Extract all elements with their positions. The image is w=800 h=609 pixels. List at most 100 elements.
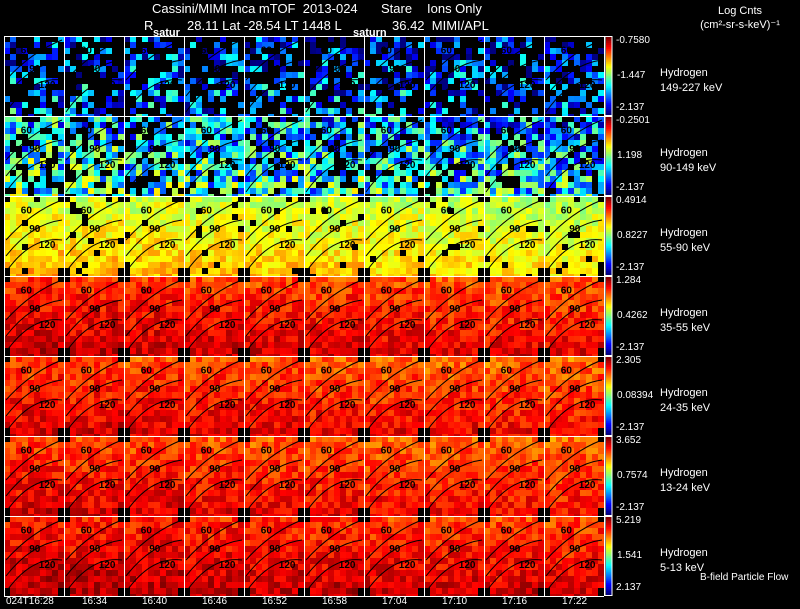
contour-label: 120 — [279, 240, 296, 251]
pixel — [292, 96, 298, 102]
pixel — [460, 336, 466, 342]
pixel — [34, 214, 40, 220]
pixel — [184, 282, 190, 288]
pixel — [112, 348, 118, 354]
pixel — [598, 244, 604, 250]
pixel — [508, 282, 514, 288]
pixel — [298, 226, 304, 232]
pixel — [70, 196, 76, 202]
pixel — [214, 348, 220, 354]
pixel — [154, 84, 160, 90]
pixel — [586, 324, 592, 330]
pixel — [580, 282, 586, 288]
pixel — [142, 194, 148, 196]
pixel — [88, 256, 94, 262]
pixel — [556, 152, 562, 158]
pixel — [424, 202, 430, 208]
pixel — [112, 306, 118, 312]
pixel — [490, 256, 496, 262]
pixel — [598, 116, 604, 122]
field-contour — [365, 299, 423, 337]
pixel — [418, 170, 424, 176]
pixel — [286, 274, 292, 276]
pixel — [382, 232, 388, 238]
pixel — [106, 134, 112, 140]
pixel — [322, 220, 328, 226]
field-contour — [365, 279, 423, 321]
pixel — [346, 288, 352, 294]
pixel — [190, 226, 196, 232]
pixel — [118, 194, 124, 196]
pixel — [238, 214, 244, 220]
pixel — [214, 66, 220, 72]
pixel — [160, 268, 166, 274]
colorbar-segment — [606, 132, 612, 136]
pixel — [514, 256, 520, 262]
pixel — [286, 96, 292, 102]
pixel — [574, 306, 580, 312]
pixel — [142, 342, 148, 348]
pixel — [514, 196, 520, 202]
pixel — [16, 288, 22, 294]
pixel — [160, 202, 166, 208]
pixel — [106, 128, 112, 134]
pixel — [394, 256, 400, 262]
pixel — [256, 176, 262, 182]
pixel — [550, 102, 556, 108]
pixel — [460, 282, 466, 288]
pixel — [160, 294, 166, 300]
pixel — [556, 256, 562, 262]
pixel — [232, 256, 238, 262]
pixel — [442, 36, 448, 42]
pixel — [196, 220, 202, 226]
pixel — [136, 90, 142, 96]
pixel — [88, 282, 94, 288]
pixel — [94, 380, 100, 386]
pixel — [322, 128, 328, 134]
pixel — [478, 244, 484, 250]
pixel — [406, 342, 412, 348]
pixel — [478, 330, 484, 336]
pixel — [184, 250, 190, 256]
pixel — [550, 108, 556, 114]
pixel — [340, 256, 346, 262]
pixel — [250, 60, 256, 66]
colorbar-segment — [606, 37, 612, 40]
colorbar-segment — [606, 146, 612, 149]
pixel — [352, 48, 358, 54]
pixel — [256, 300, 262, 306]
pixel — [10, 66, 16, 72]
pixel — [232, 208, 238, 214]
pixel — [82, 398, 88, 404]
pixel — [64, 202, 70, 208]
pixel — [442, 262, 448, 268]
pixel — [190, 176, 196, 182]
pixel — [292, 330, 298, 336]
pixel — [220, 202, 226, 208]
pixel — [106, 318, 112, 324]
pixel — [328, 268, 334, 274]
pixel — [148, 312, 154, 318]
pixel — [190, 146, 196, 152]
pixel — [346, 188, 352, 194]
pixel — [454, 214, 460, 220]
pixel — [124, 226, 130, 232]
pixel — [568, 354, 574, 356]
pixel — [16, 196, 22, 202]
pixel — [40, 374, 46, 380]
pixel — [586, 202, 592, 208]
pixel — [214, 324, 220, 330]
pixel — [250, 208, 256, 214]
pixel — [250, 330, 256, 336]
pixel — [322, 226, 328, 232]
pixel — [400, 170, 406, 176]
colorbar-segment — [606, 183, 612, 186]
pixel — [514, 158, 520, 164]
pixel — [136, 226, 142, 232]
pixel — [202, 196, 208, 202]
pixel — [94, 276, 100, 282]
colorbar-segment — [606, 117, 612, 120]
pixel — [58, 158, 64, 164]
pixel — [100, 66, 106, 72]
pixel — [82, 276, 88, 282]
